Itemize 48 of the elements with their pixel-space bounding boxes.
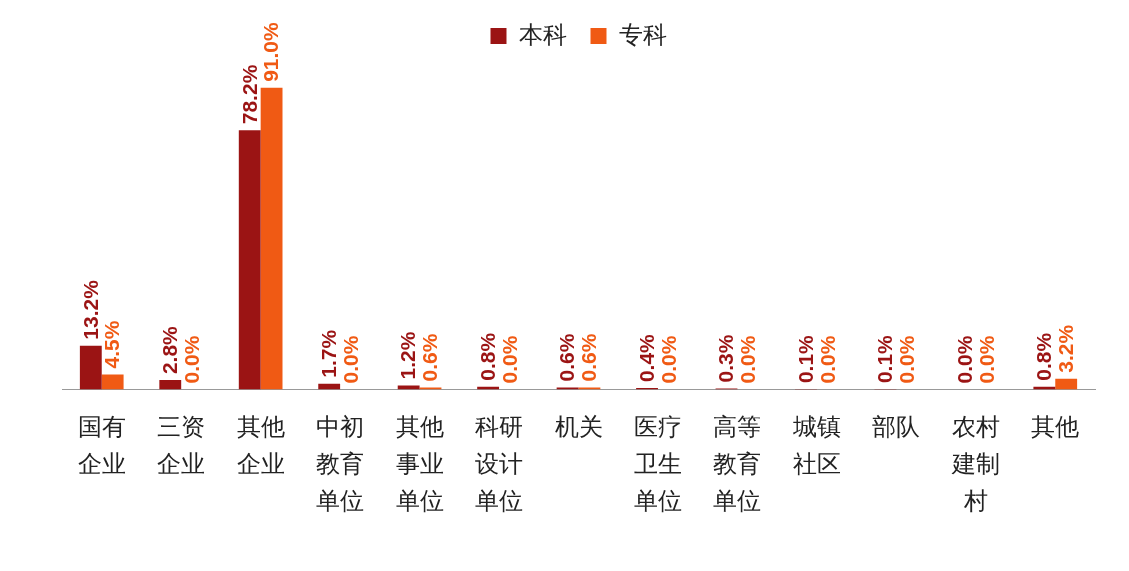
bar	[101, 374, 124, 390]
data-label: 0.0%	[895, 335, 919, 384]
x-tick-label: 部队	[872, 412, 921, 440]
data-label: 91.0%	[259, 21, 283, 82]
x-tick-label: 其他企业	[236, 412, 285, 477]
bar	[79, 345, 102, 390]
data-label: 0.8%	[475, 332, 499, 381]
data-label: 0.6%	[555, 333, 579, 382]
data-label: 0.1%	[873, 334, 897, 384]
x-tick-label: 科研设计单位	[475, 412, 524, 515]
data-label: 0.0%	[974, 335, 998, 384]
data-label: 0.1%	[793, 334, 817, 384]
x-tick-label: 中初教育单位	[316, 412, 365, 515]
data-label: 78.2%	[237, 64, 261, 125]
data-label: 0.0%	[736, 335, 760, 384]
x-tick-label: 国有企业	[77, 412, 126, 477]
x-tick-label: 高等教育单位	[713, 412, 762, 515]
legend-label: 本科	[518, 20, 567, 48]
data-label: 0.0%	[656, 335, 680, 384]
data-label: 0.3%	[714, 334, 738, 383]
data-label: 0.6%	[577, 333, 601, 382]
x-tick-label: 农村建制村	[950, 412, 1000, 515]
data-label: 3.2%	[1053, 324, 1077, 373]
bar	[238, 130, 261, 390]
x-tick-label: 医疗卫生单位	[633, 412, 682, 515]
x-tick-label: 三资企业	[157, 412, 206, 477]
x-tick-label: 机关	[554, 412, 603, 440]
data-label: 4.5%	[100, 320, 124, 369]
bar	[159, 380, 182, 390]
data-label: 0.4%	[634, 333, 658, 383]
x-tick-label: 其他事业单位	[395, 412, 444, 515]
data-label: 1.2%	[396, 331, 420, 380]
data-label: 0.6%	[418, 333, 442, 382]
data-label: 0.0%	[952, 335, 976, 384]
bar	[397, 385, 420, 390]
x-tick-label: 其他	[1031, 412, 1080, 440]
data-label: 0.0%	[338, 335, 362, 384]
data-label: 1.7%	[316, 329, 340, 378]
data-label: 0.0%	[497, 335, 521, 384]
x-tick-label: 城镇社区	[791, 412, 841, 477]
data-label: 0.0%	[179, 335, 203, 384]
bar	[260, 87, 283, 390]
data-label: 13.2%	[78, 279, 102, 340]
legend-label: 专科	[618, 20, 667, 48]
bar	[1055, 378, 1078, 390]
data-label: 0.8%	[1032, 332, 1056, 381]
data-label: 2.8%	[158, 325, 182, 375]
data-label: 0.0%	[815, 335, 839, 384]
